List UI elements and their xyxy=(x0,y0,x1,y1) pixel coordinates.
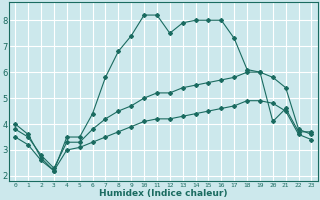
X-axis label: Humidex (Indice chaleur): Humidex (Indice chaleur) xyxy=(99,189,228,198)
